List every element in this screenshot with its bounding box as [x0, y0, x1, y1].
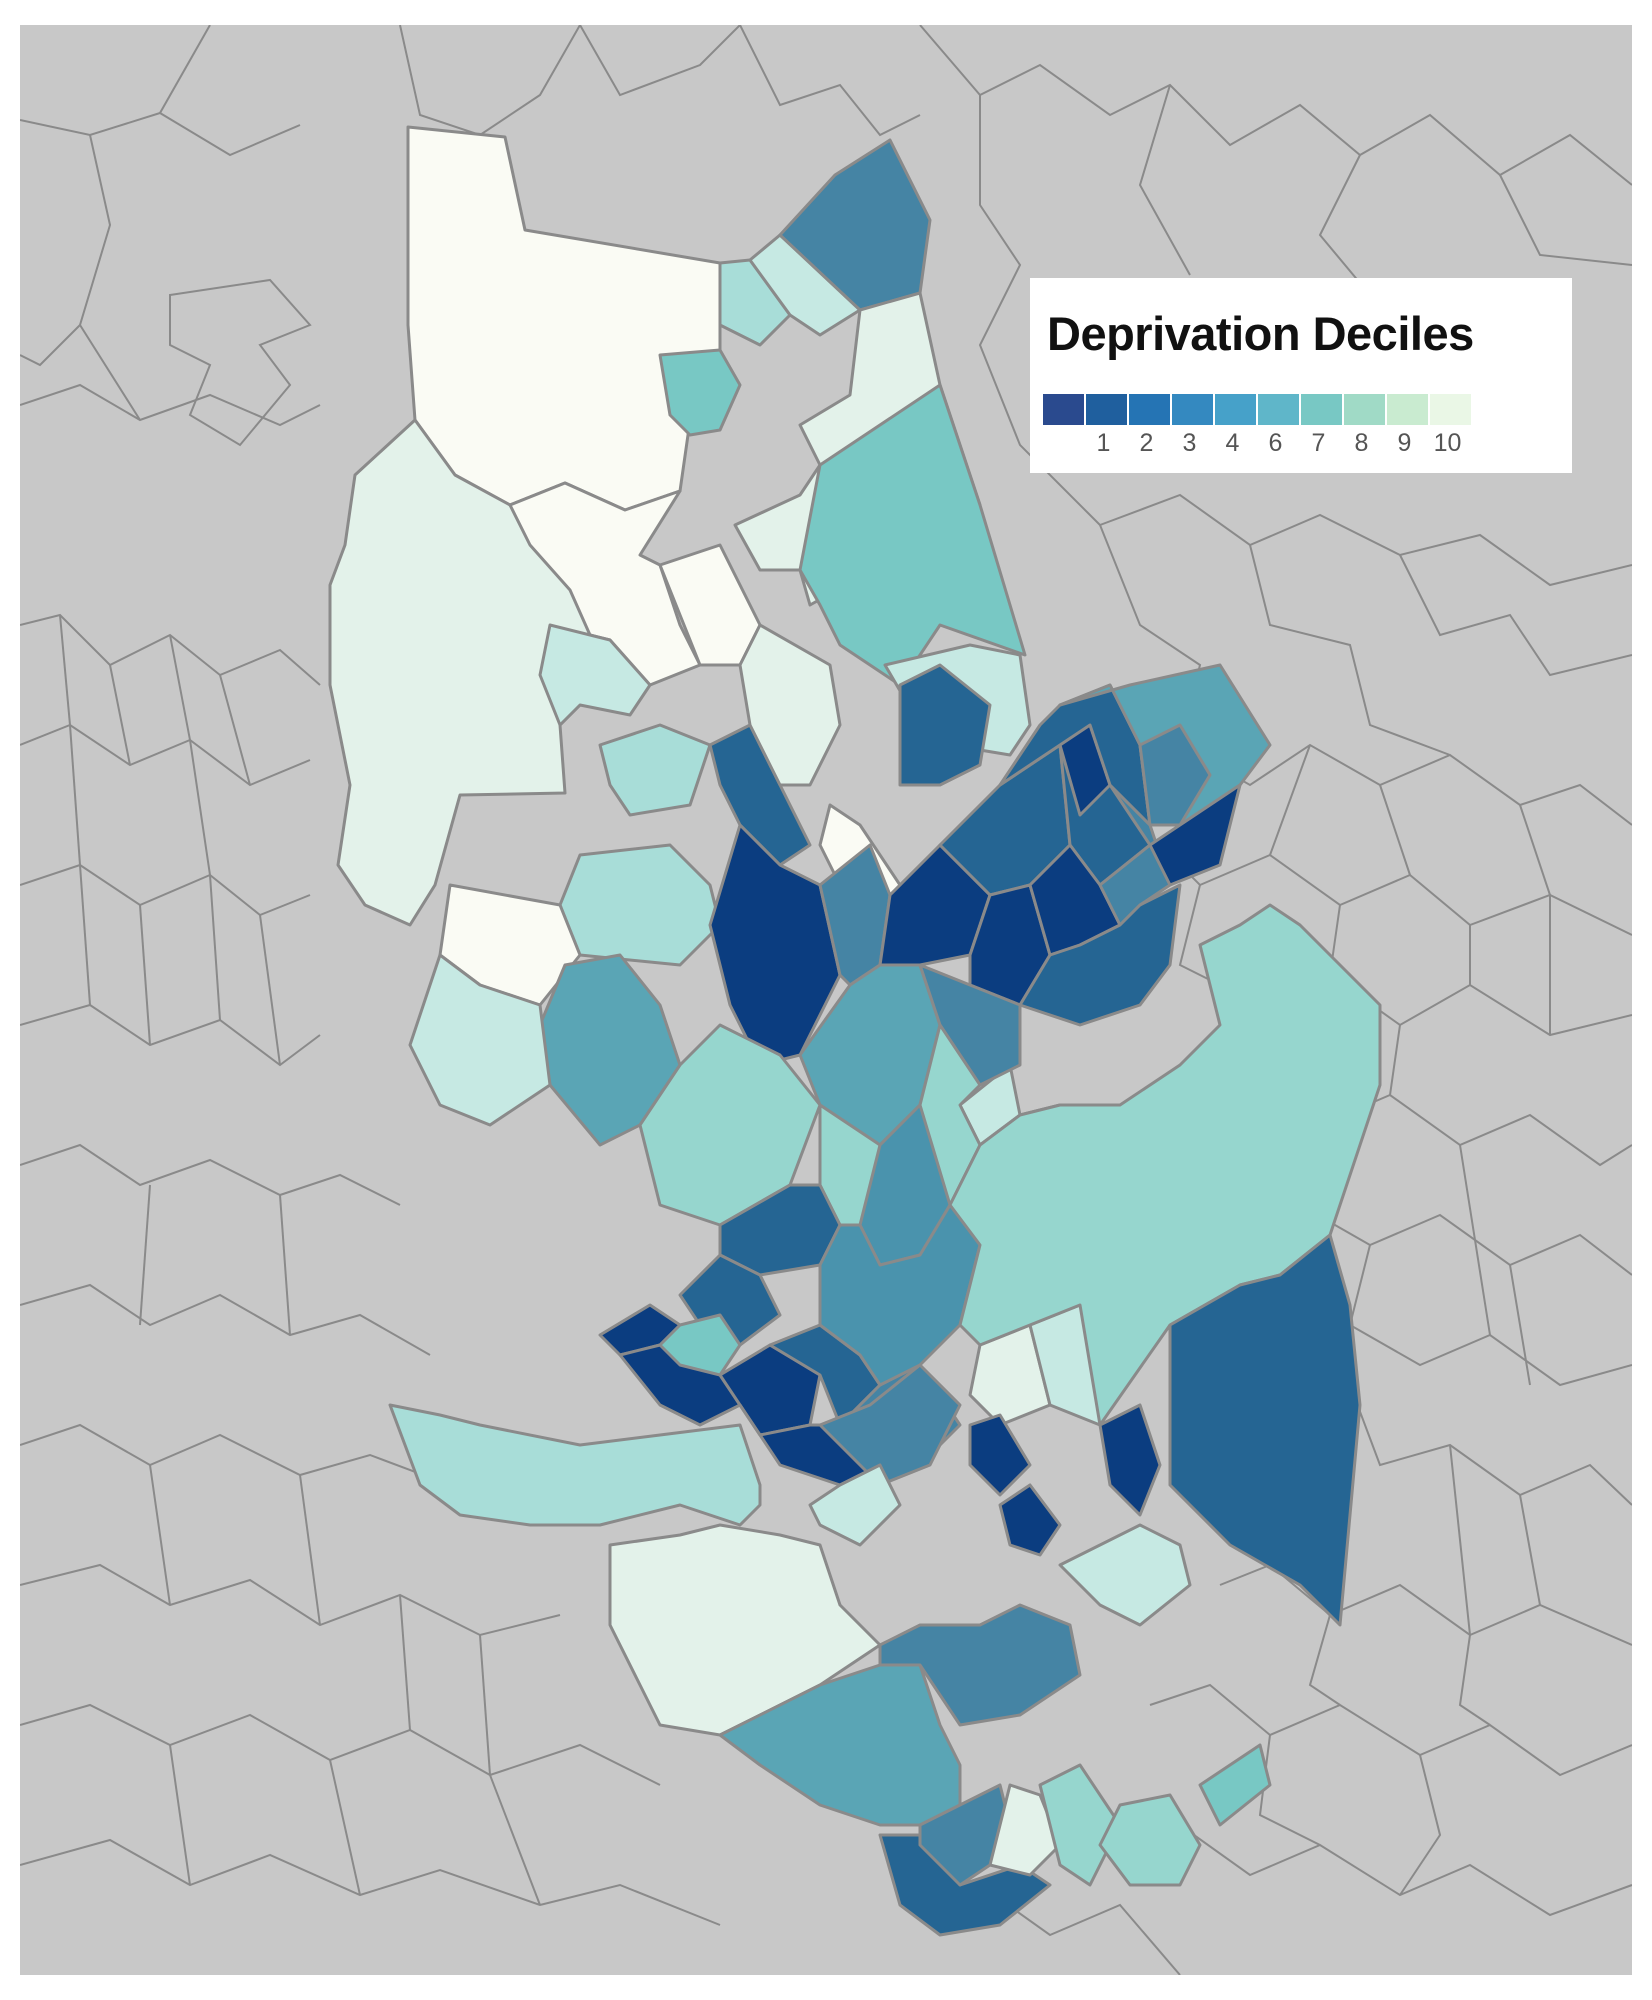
- area-mid-21[interactable]: [808, 1463, 902, 1547]
- legend-swatch-3: [1129, 394, 1170, 425]
- area-s-7[interactable]: [1038, 1763, 1122, 1887]
- legend-swatch-4: [1172, 394, 1213, 425]
- area-ce-4[interactable]: [1148, 783, 1242, 887]
- area-sw-1[interactable]: [388, 1403, 762, 1527]
- area-c-5[interactable]: [738, 623, 842, 787]
- legend-label: 7: [1311, 429, 1326, 457]
- legend-swatch-8: [1344, 394, 1385, 425]
- legend-title: Deprivation Deciles: [1047, 307, 1474, 360]
- area-mid-18[interactable]: [968, 1413, 1032, 1497]
- area-n-1[interactable]: [718, 258, 792, 347]
- legend-swatch-6: [1258, 394, 1299, 425]
- area-mid-11[interactable]: [658, 1313, 742, 1377]
- area-se-1[interactable]: [948, 903, 1382, 1427]
- legend-label: 8: [1354, 429, 1369, 457]
- legend-swatch-1: [1043, 394, 1084, 425]
- area-c-2[interactable]: [538, 623, 652, 727]
- area-s-3[interactable]: [1058, 1523, 1192, 1627]
- legend-swatch-2: [1086, 394, 1127, 425]
- area-e-2[interactable]: [798, 383, 1027, 687]
- legend-label: 9: [1397, 429, 1412, 457]
- area-s-1[interactable]: [718, 1663, 962, 1827]
- area-n-3[interactable]: [658, 348, 742, 437]
- area-s-8[interactable]: [1098, 1793, 1202, 1887]
- area-nc-1[interactable]: [508, 481, 702, 687]
- legend-swatch-10: [1430, 394, 1471, 425]
- legend-color-scale: [1043, 394, 1473, 425]
- area-cw-4[interactable]: [408, 953, 552, 1127]
- legend-label: 2: [1139, 429, 1154, 457]
- legend-swatch-5: [1215, 394, 1256, 425]
- legend-swatch-7: [1301, 394, 1342, 425]
- area-mid-22[interactable]: [998, 1483, 1062, 1557]
- area-mid-19[interactable]: [1098, 1403, 1162, 1517]
- legend-label: 3: [1182, 429, 1197, 457]
- area-core-8[interactable]: [898, 663, 992, 787]
- area-s-9[interactable]: [1198, 1743, 1272, 1827]
- area-c-3[interactable]: [598, 723, 712, 817]
- area-ce-3[interactable]: [1138, 723, 1212, 827]
- legend-swatch-9: [1387, 394, 1428, 425]
- surrounding-boundaries: [20, 25, 1632, 1975]
- area-s-2[interactable]: [878, 1603, 1082, 1727]
- legend: Deprivation Deciles 1 2 3 4 6 7 8 9 10: [1030, 278, 1572, 473]
- area-se-2[interactable]: [1168, 1233, 1362, 1627]
- legend-label: 10: [1433, 429, 1462, 457]
- legend-label: 1: [1096, 429, 1111, 457]
- area-n-2[interactable]: [748, 233, 862, 337]
- area-s-6[interactable]: [988, 1783, 1062, 1877]
- area-ce-5[interactable]: [1018, 883, 1182, 1027]
- legend-label: 4: [1225, 429, 1240, 457]
- legend-label: 6: [1268, 429, 1283, 457]
